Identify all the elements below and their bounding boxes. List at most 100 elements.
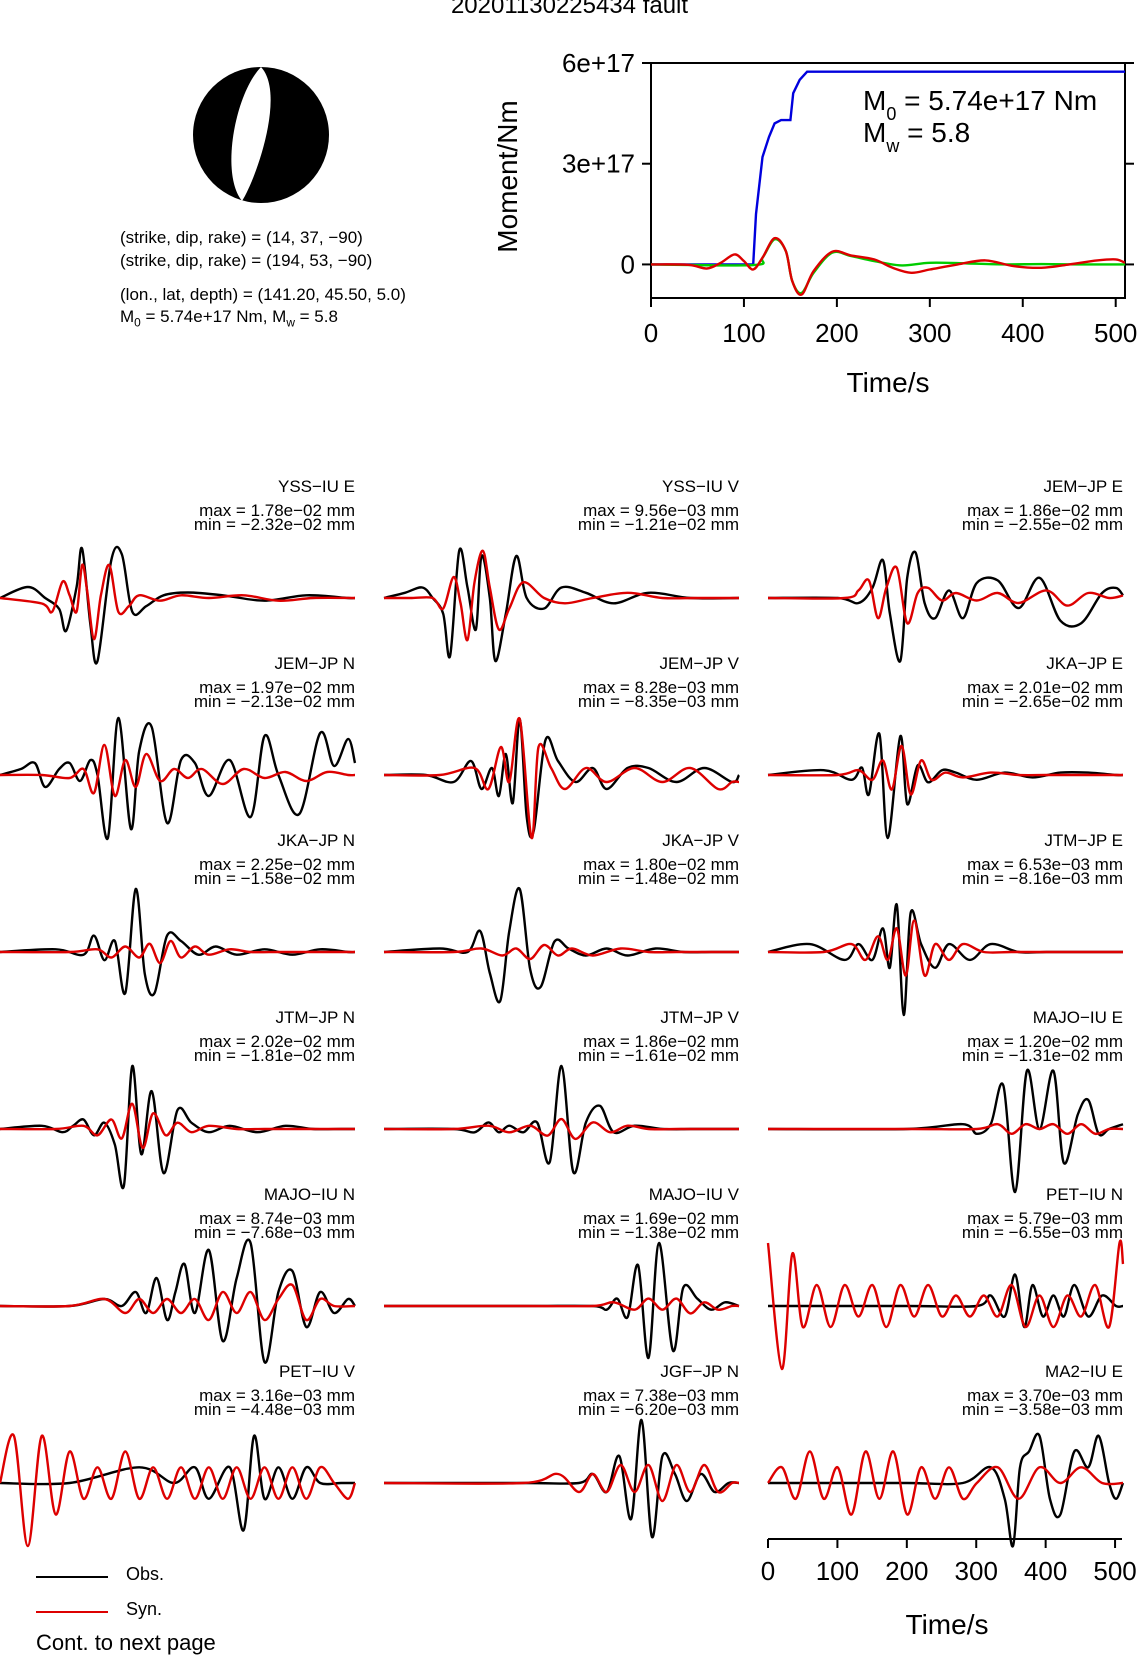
synthetic-trace	[767, 919, 1123, 977]
trace-plot	[0, 887, 356, 997]
min-label: min = −1.31e−02 mm	[961, 1046, 1123, 1065]
trace-panel: MAJO−IU E max = 1.20e−02 mm min = −1.31e−0…	[767, 1008, 1125, 1194]
legend-obs-label: Obs.	[126, 1564, 165, 1584]
max-label: max = 1.78e−02 mm	[199, 501, 355, 520]
max-label: max = 1.20e−02 mm	[967, 1032, 1123, 1051]
max-label: max = 1.97e−02 mm	[199, 678, 355, 697]
min-label: min = −1.58e−02 mm	[193, 869, 355, 888]
x-tick-label: 100	[722, 318, 765, 348]
min-label: min = −3.58e−03 mm	[961, 1400, 1123, 1419]
observed-trace	[767, 1068, 1124, 1194]
trace-panel: JKA−JP V max = 1.80e−02 mm min = −1.48e−02…	[383, 831, 741, 1004]
max-label: max = 8.28e−03 mm	[583, 678, 739, 697]
station-label: PET−IU N	[1046, 1185, 1123, 1204]
y-tick-label: 6e+17	[562, 48, 635, 78]
location-line: (lon., lat, depth) = (141.20, 45.50, 5.0…	[120, 285, 406, 304]
trace-panel: JTM−JP E max = 6.53e−03 mm min = −8.16e−03…	[767, 831, 1125, 1017]
moment-series-2	[651, 236, 1125, 296]
synthetic-trace	[0, 743, 356, 798]
min-label: min = −6.20e−03 mm	[577, 1400, 739, 1419]
min-label: min = −1.81e−02 mm	[193, 1046, 355, 1065]
trace-panel: YSS−IU E max = 1.78e−02 mm min = −2.32e−02…	[0, 477, 357, 665]
synthetic-trace	[0, 939, 355, 965]
trace-plot	[767, 903, 1123, 1017]
mechanism-line-2: (strike, dip, rake) = (194, 53, −90)	[120, 251, 373, 270]
footer-note: Cont. to next page	[36, 1630, 216, 1655]
max-label: max = 1.86e−02 mm	[583, 1032, 739, 1051]
station-label: JKA−JP N	[277, 831, 355, 850]
station-label: MA2−IU E	[1045, 1362, 1123, 1381]
observed-trace	[0, 887, 356, 997]
station-label: JEM−JP N	[274, 654, 355, 673]
y-tick-label: 3e+17	[562, 149, 635, 179]
trace-panel: JEM−JP N max = 1.97e−02 mm min = −2.13e−02…	[0, 654, 357, 841]
station-label: JEM−JP V	[659, 654, 739, 673]
annotation-mw: Mw = 5.8	[863, 117, 970, 156]
x-tick-label: 400	[1001, 318, 1044, 348]
synthetic-trace	[383, 1297, 740, 1315]
trace-plot	[767, 732, 1124, 840]
max-label: max = 8.74e−03 mm	[199, 1209, 355, 1228]
min-label: min = −1.61e−02 mm	[577, 1046, 739, 1065]
synthetic-trace	[0, 1102, 355, 1150]
max-label: max = 5.79e−03 mm	[967, 1209, 1123, 1228]
min-label: min = −7.68e−03 mm	[193, 1223, 355, 1242]
observed-trace	[767, 1432, 1125, 1548]
trace-panel: MAJO−IU N max = 8.74e−03 mm min = −7.68e−0…	[0, 1185, 357, 1364]
moment-chart: 0 100 200 300 400 500 0 3e+17 6e+17 Time/s Moment/…	[492, 48, 1137, 398]
synthetic-trace	[0, 1433, 357, 1548]
min-label: min = −6.55e−03 mm	[961, 1223, 1123, 1242]
observed-trace	[383, 717, 741, 839]
trace-plot	[767, 1432, 1125, 1548]
synthetic-trace	[383, 717, 740, 840]
trace-plot	[0, 545, 356, 665]
station-label: JKA−JP V	[662, 831, 739, 850]
synthetic-trace	[767, 744, 1123, 796]
legend-syn-label: Syn.	[126, 1599, 163, 1619]
min-label: min = −4.48e−03 mm	[193, 1400, 355, 1419]
trace-panel: PET−IU N max = 5.79e−03 mm min = −6.55e−03…	[766, 1185, 1125, 1371]
observed-trace	[383, 887, 739, 1004]
synthetic-trace	[767, 565, 1124, 625]
max-label: max = 9.56e−03 mm	[583, 501, 739, 520]
trace-panel: JEM−JP V max = 8.28e−03 mm min = −8.35e−03…	[383, 654, 741, 840]
min-label: min = −1.21e−02 mm	[577, 515, 739, 534]
time-tick-label: 300	[955, 1556, 998, 1586]
station-label: JEM−JP E	[1043, 477, 1123, 496]
min-label: min = −2.32e−02 mm	[193, 515, 355, 534]
x-tick-label: 0	[644, 318, 658, 348]
observed-trace	[0, 716, 357, 841]
legend-obs-line	[36, 1576, 108, 1578]
synthetic-trace	[383, 1117, 739, 1141]
synthetic-trace	[767, 1450, 1124, 1516]
station-label: JTM−JP V	[660, 1008, 739, 1027]
trace-plot	[383, 717, 741, 840]
trace-plot	[383, 887, 739, 1004]
synthetic-trace	[767, 1122, 1124, 1136]
observed-trace	[767, 550, 1124, 663]
trace-plot	[766, 1239, 1125, 1371]
synthetic-trace	[383, 1463, 740, 1503]
x-tick-label: 300	[908, 318, 951, 348]
time-tick-label: 400	[1024, 1556, 1067, 1586]
trace-plot	[383, 547, 740, 663]
observed-trace	[0, 1064, 355, 1190]
observed-trace	[767, 1273, 1124, 1329]
min-label: min = −1.38e−02 mm	[577, 1223, 739, 1242]
trace-panel: JKA−JP N max = 2.25e−02 mm min = −1.58e−02…	[0, 831, 357, 1003]
min-label: min = −1.48e−02 mm	[577, 869, 739, 888]
max-label: max = 1.86e−02 mm	[967, 501, 1123, 520]
station-label: PET−IU V	[278, 1362, 355, 1381]
synthetic-trace	[383, 549, 739, 642]
legend-syn-line	[36, 1611, 108, 1613]
min-label: min = −2.13e−02 mm	[193, 692, 355, 711]
moment-series-0	[651, 70, 1125, 266]
time-tick-label: 200	[885, 1556, 928, 1586]
min-label: min = −2.55e−02 mm	[961, 515, 1123, 534]
station-label: JTM−JP E	[1044, 831, 1123, 850]
max-label: max = 7.38e−03 mm	[583, 1386, 739, 1405]
max-label: max = 2.01e−02 mm	[967, 678, 1123, 697]
observed-trace	[0, 1238, 356, 1364]
trace-plot	[0, 716, 357, 841]
trace-panel: JGF−JP N max = 7.38e−03 mm min = −6.20e−03…	[383, 1362, 741, 1539]
